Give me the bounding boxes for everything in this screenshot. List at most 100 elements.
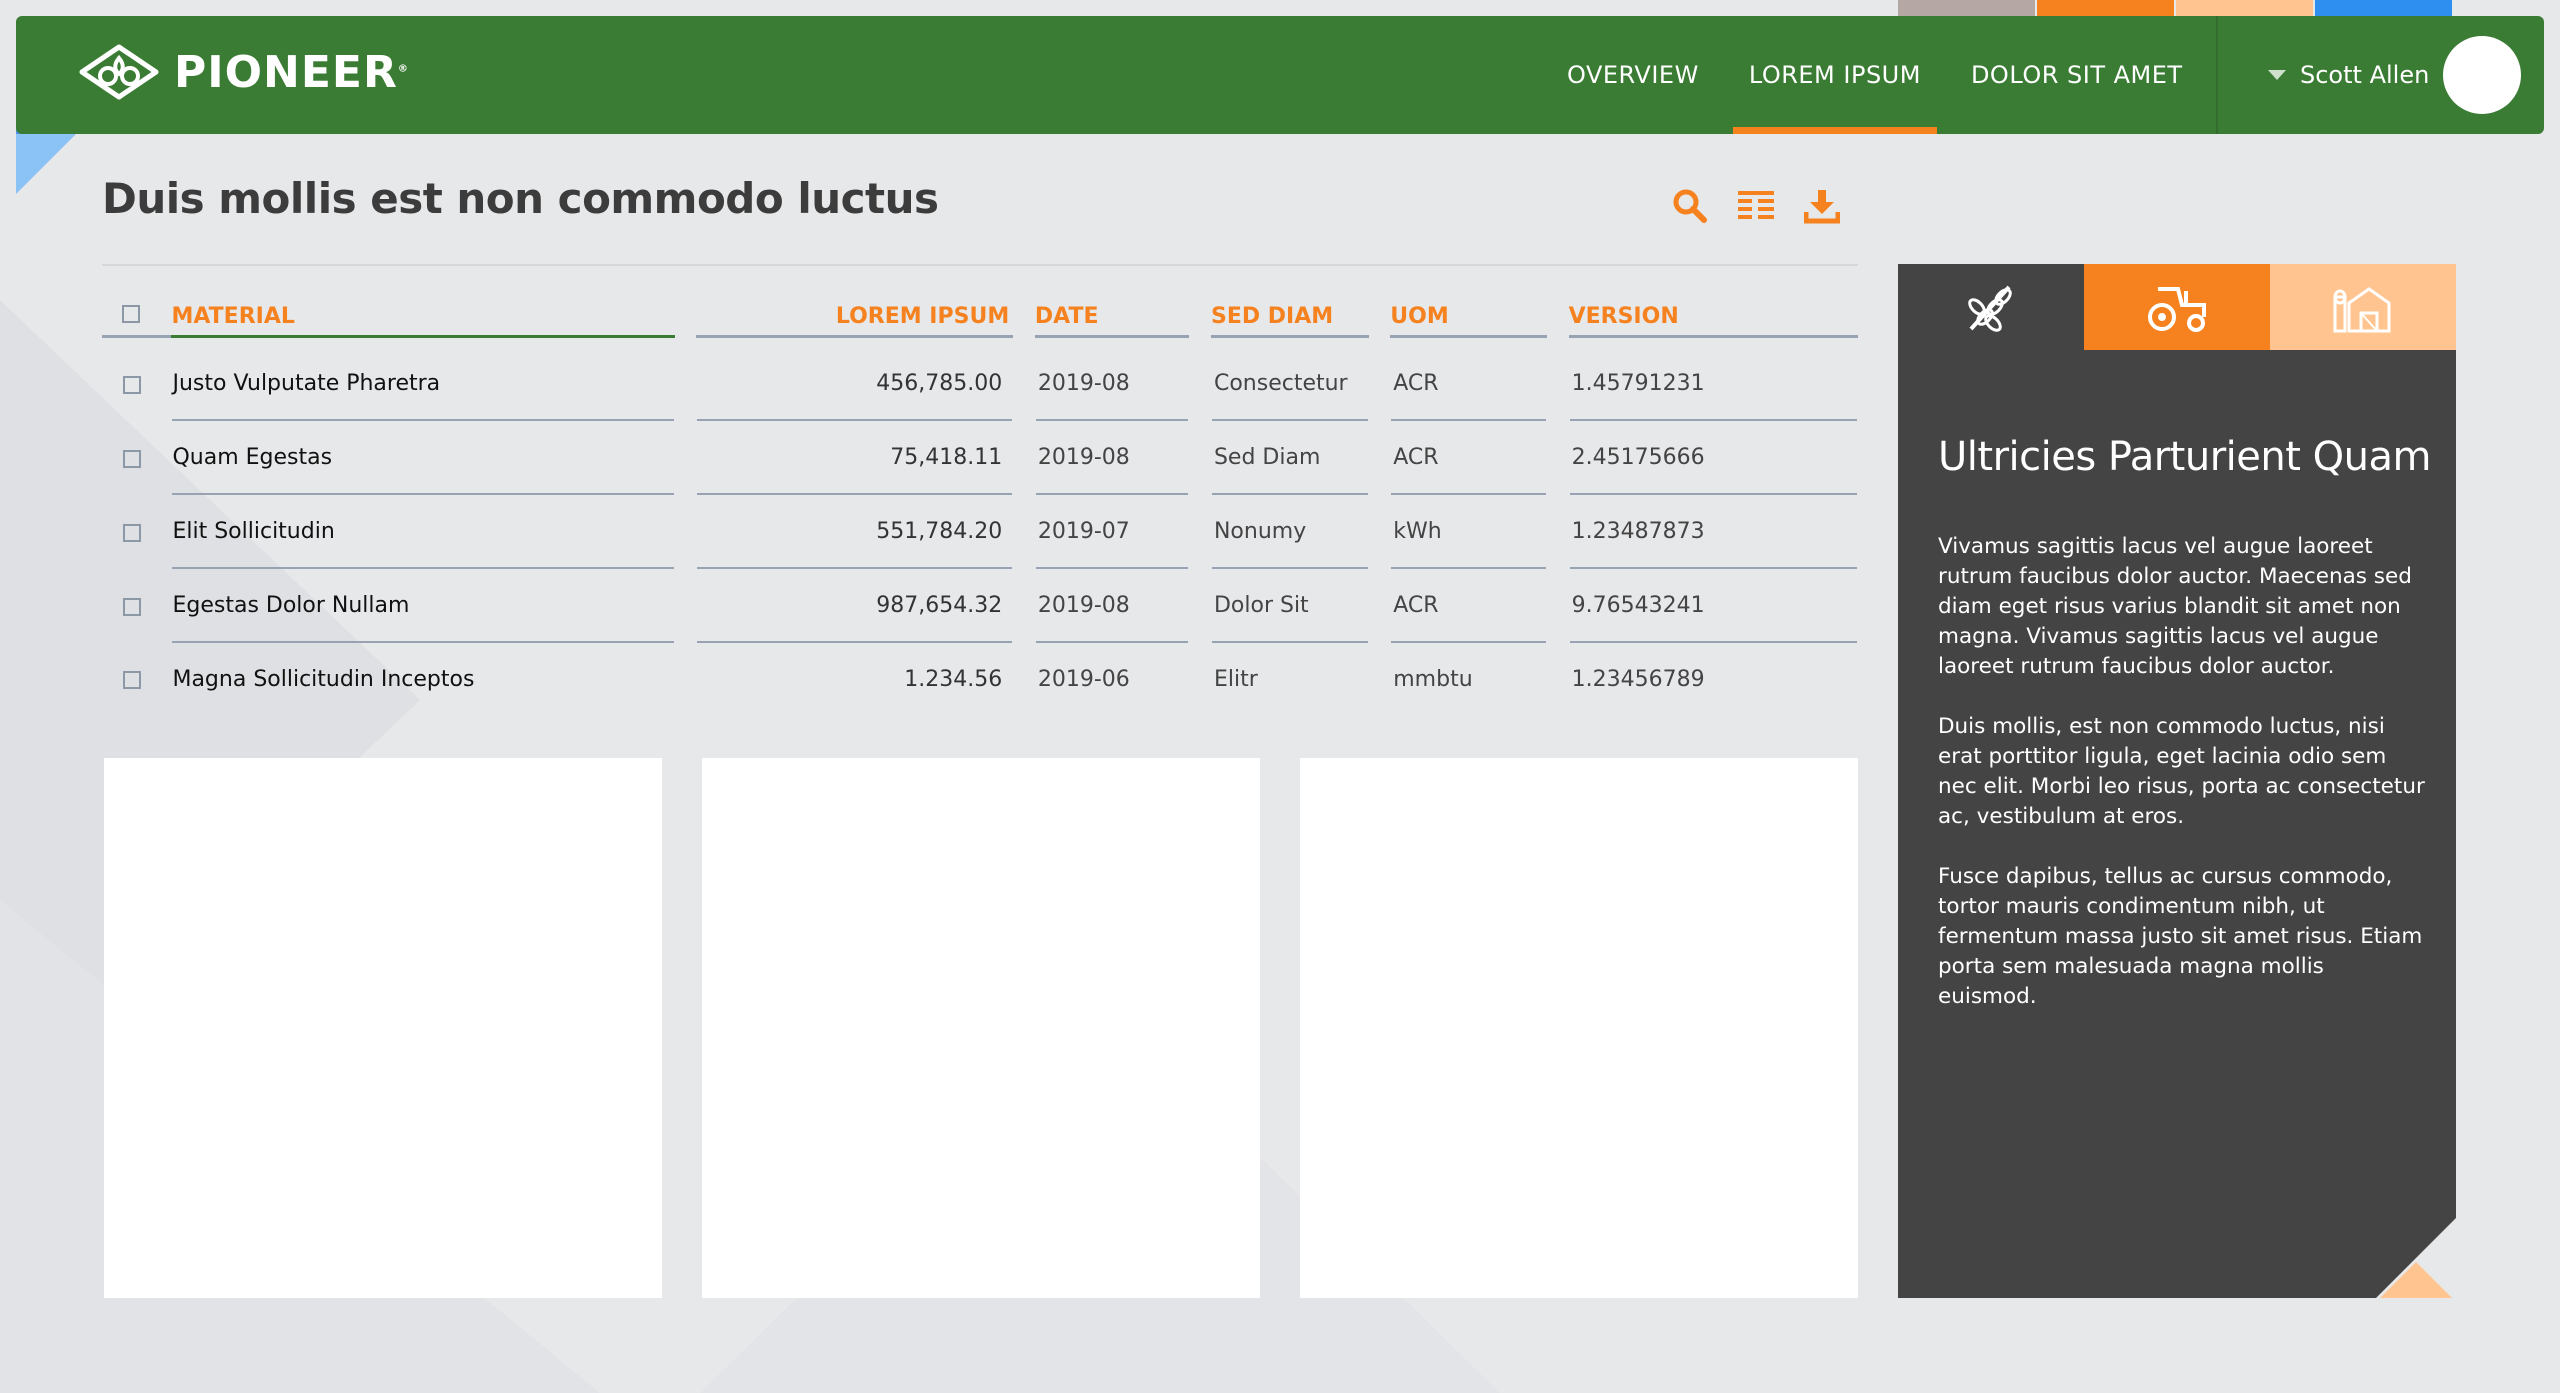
- side-paragraph-3: Fusce dapibus, tellus ac cursus commodo,…: [1938, 864, 2423, 1009]
- card-2: [702, 758, 1260, 1298]
- row-checkbox[interactable]: [123, 376, 141, 394]
- pioneer-logo[interactable]: PIONEER®: [78, 44, 409, 100]
- cell-date: 2019-08: [1035, 349, 1189, 421]
- cell-date: 2019-08: [1035, 571, 1189, 643]
- avatar[interactable]: [2443, 36, 2521, 114]
- cell-date-td: 2019-06: [1035, 644, 1189, 716]
- cell-lorem-ipsum-td: 75,418.11: [696, 422, 1013, 496]
- table-row[interactable]: Justo Vulputate Pharetra 456,785.00 2019-0…: [102, 348, 1858, 422]
- header-uom[interactable]: UOM: [1390, 300, 1547, 348]
- table-row[interactable]: Egestas Dolor Nullam 987,654.32 2019-08 Dol…: [102, 570, 1858, 644]
- select-all-checkbox[interactable]: [122, 305, 140, 323]
- cell-sed-diam: Consectetur: [1211, 349, 1368, 421]
- download-button[interactable]: [1802, 186, 1842, 226]
- cell-lorem-ipsum-td: 1.234.56: [696, 644, 1013, 716]
- cell-sed-diam-td: Nonumy: [1211, 496, 1369, 570]
- table-header-row: MATERIAL LOREM IPSUM DATE SED DIAM UOM V…: [102, 300, 1858, 348]
- cell-lorem-ipsum: 75,418.11: [697, 423, 1013, 495]
- side-panel-body: Vivamus sagittis lacus vel augue laoreet…: [1938, 532, 2428, 1042]
- page-title: Duis mollis est non commodo luctus: [102, 174, 939, 223]
- nav-overview[interactable]: OVERVIEW: [1567, 61, 1699, 89]
- cell-date: 2019-07: [1035, 497, 1189, 569]
- table-row[interactable]: Elit Sollicitudin 551,784.20 2019-07 Nonumy…: [102, 496, 1858, 570]
- row-checkbox[interactable]: [123, 450, 141, 468]
- card-1: [104, 758, 662, 1298]
- top-header: PIONEER® OVERVIEW LOREM IPSUM DOLOR SIT …: [16, 16, 2544, 134]
- tractor-icon: [2148, 287, 2206, 332]
- cell-uom: ACR: [1391, 349, 1546, 421]
- row-select-cell: [102, 496, 171, 570]
- cell-uom-td: ACR: [1390, 422, 1547, 496]
- cell-sed-diam: Sed Diam: [1211, 423, 1368, 495]
- header-sed-diam[interactable]: SED DIAM: [1210, 300, 1369, 348]
- chevron-down-icon: [2268, 70, 2286, 80]
- search-button[interactable]: [1670, 186, 1710, 226]
- side-panel-tabs: [1898, 264, 2456, 350]
- cell-sed-diam-td: Consectetur: [1211, 348, 1369, 422]
- toolbar: [1670, 186, 1868, 226]
- cell-version: 1.23487873: [1569, 497, 1857, 569]
- title-divider: [102, 264, 1858, 266]
- cell-version-td: 2.45175666: [1569, 422, 1858, 496]
- table-row[interactable]: Quam Egestas 75,418.11 2019-08 Sed Diam ACR 2…: [102, 422, 1858, 496]
- table-row[interactable]: Magna Sollicitudin Inceptos 1.234.56 2019-…: [102, 644, 1858, 716]
- nav-dolor-sit-amet[interactable]: DOLOR SIT AMET: [1970, 61, 2183, 89]
- row-checkbox[interactable]: [123, 524, 141, 542]
- card-row: [104, 758, 1898, 1298]
- cell-version: 1.45791231: [1569, 349, 1857, 421]
- cell-sed-diam: Nonumy: [1211, 497, 1368, 569]
- wheat-icon: [1968, 285, 2012, 332]
- nav-lorem-ipsum[interactable]: LOREM IPSUM: [1732, 16, 1938, 134]
- cell-sed-diam: Dolor Sit: [1211, 571, 1368, 643]
- cell-version-td: 1.23456789: [1569, 644, 1858, 716]
- cell-date: 2019-08: [1035, 423, 1189, 495]
- pioneer-logo-icon: [79, 44, 159, 100]
- side-panel-title: Ultricies Parturient Quam: [1938, 434, 2431, 480]
- cell-date-td: 2019-08: [1035, 570, 1189, 644]
- user-name: Scott Allen: [2300, 61, 2430, 89]
- cell-material: Elit Sollicitudin: [172, 497, 674, 569]
- cell-uom-td: mmbtu: [1390, 644, 1547, 716]
- tab-farm[interactable]: [2270, 264, 2456, 350]
- cell-lorem-ipsum: 551,784.20: [697, 497, 1013, 569]
- barn-icon: [2333, 287, 2391, 333]
- cell-material: Magna Sollicitudin Inceptos: [172, 667, 475, 692]
- cell-date-td: 2019-08: [1035, 348, 1189, 422]
- card-3: [1300, 758, 1858, 1298]
- nav-divider: [2216, 16, 2218, 134]
- tab-crops[interactable]: [1898, 264, 2084, 350]
- cell-material-td: Justo Vulputate Pharetra: [171, 348, 674, 422]
- cell-lorem-ipsum-td: 987,654.32: [696, 570, 1013, 644]
- tab-equipment[interactable]: [2084, 264, 2270, 350]
- cell-lorem-ipsum: 987,654.32: [697, 571, 1013, 643]
- header-lorem-ipsum[interactable]: LOREM IPSUM: [696, 300, 1014, 348]
- cell-date: 2019-06: [1037, 667, 1130, 692]
- swatch-peach: [2176, 0, 2313, 16]
- row-select-cell: [102, 644, 171, 716]
- swatch-blue: [2315, 0, 2452, 16]
- swatch-orange: [2037, 0, 2174, 16]
- cell-sed-diam-td: Elitr: [1211, 644, 1369, 716]
- cell-version: 9.76543241: [1569, 571, 1857, 643]
- logo-wordmark: PIONEER®: [174, 46, 409, 98]
- cell-uom: ACR: [1391, 423, 1546, 495]
- cell-sed-diam-td: Dolor Sit: [1211, 570, 1369, 644]
- cell-version-td: 1.23487873: [1569, 496, 1858, 570]
- list-view-icon: [1738, 191, 1774, 219]
- cell-sed-diam: Elitr: [1213, 667, 1258, 692]
- header-version[interactable]: VERSION: [1568, 300, 1858, 348]
- list-view-button[interactable]: [1736, 186, 1776, 226]
- row-checkbox[interactable]: [123, 598, 141, 616]
- cell-uom: ACR: [1391, 571, 1546, 643]
- cell-material: Quam Egestas: [172, 423, 674, 495]
- row-select-cell: [102, 422, 171, 496]
- row-select-cell: [102, 348, 171, 422]
- header-date[interactable]: DATE: [1034, 300, 1190, 348]
- header-material[interactable]: MATERIAL: [171, 300, 675, 348]
- cell-material-td: Egestas Dolor Nullam: [171, 570, 674, 644]
- swatch-gray: [1898, 0, 2035, 16]
- user-menu[interactable]: Scott Allen: [2268, 16, 2429, 134]
- side-paragraph-2: Duis mollis, est non commodo luctus, nis…: [1938, 714, 2425, 829]
- row-checkbox[interactable]: [123, 671, 141, 689]
- cell-uom: kWh: [1391, 497, 1546, 569]
